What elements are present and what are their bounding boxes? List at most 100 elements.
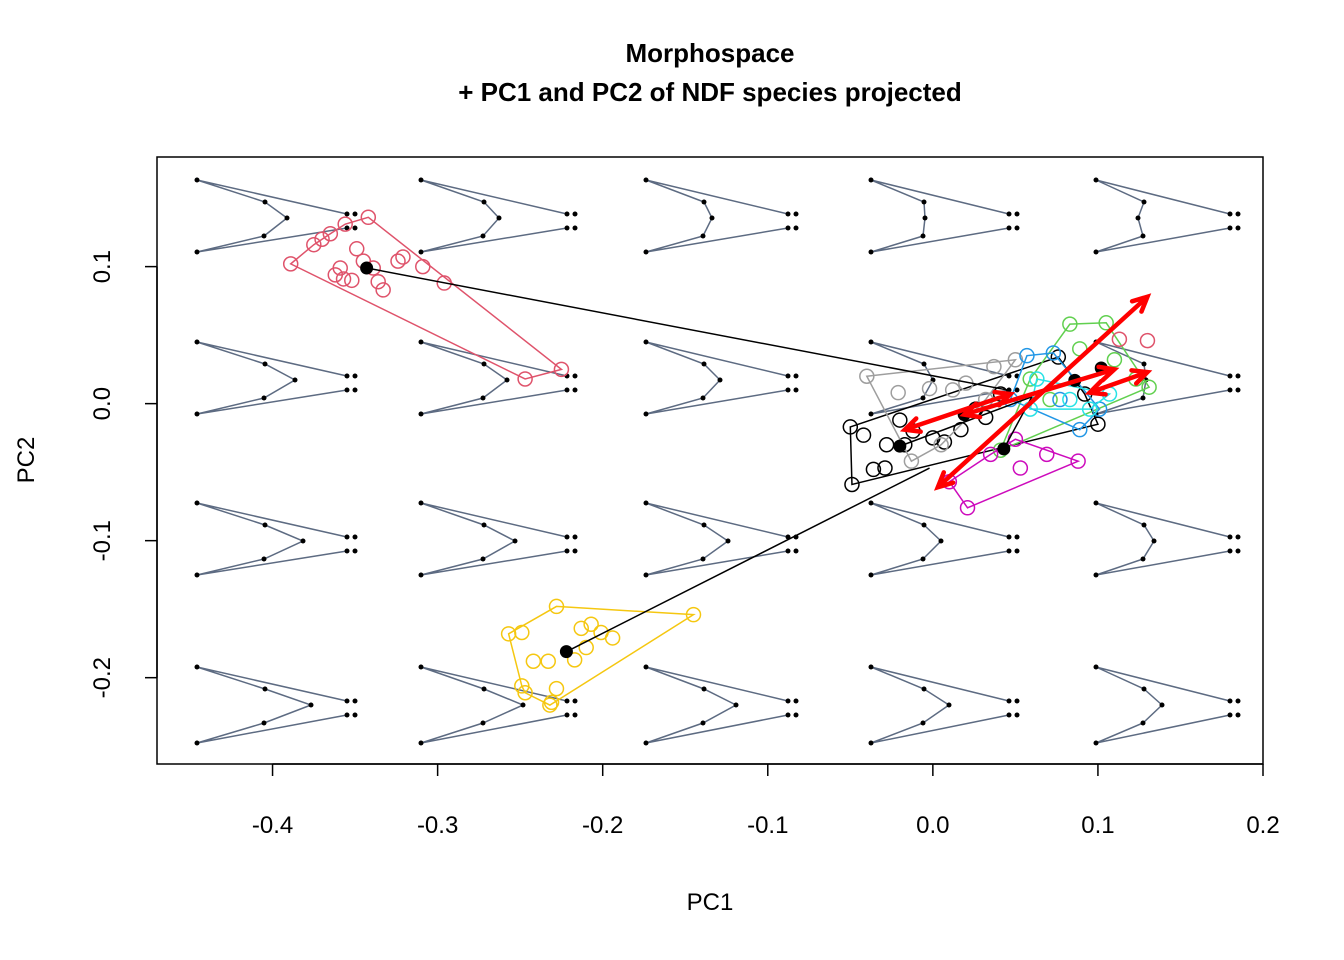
shape-glyphs [194, 177, 1241, 746]
point [517, 684, 533, 701]
shape-landmark [785, 211, 791, 217]
shape-landmark [868, 740, 874, 746]
shape-landmark [793, 387, 799, 393]
shape-outline [196, 502, 348, 576]
shape-landmark [785, 548, 791, 554]
point [986, 358, 1002, 375]
point [903, 453, 920, 469]
x-tick-label: -0.2 [582, 812, 623, 839]
group-mean [559, 645, 573, 659]
shape-outline [870, 179, 1010, 253]
point [525, 653, 542, 669]
shape-landmark [481, 686, 487, 692]
shape-landmark [938, 538, 944, 544]
shape-landmark [572, 712, 578, 718]
shape-landmark [793, 712, 799, 718]
group-mean [360, 261, 374, 275]
group-mean [997, 442, 1011, 456]
shape-landmark [194, 740, 200, 746]
x-tick-label: 0.2 [1246, 812, 1279, 839]
point [877, 460, 893, 476]
shape-landmark [418, 740, 424, 746]
shape-landmark [1140, 233, 1146, 239]
shape-landmark [785, 225, 791, 231]
shape-landmark [1014, 387, 1020, 393]
point [1029, 371, 1045, 387]
shape-landmark [1135, 215, 1141, 221]
shape-landmark [1093, 249, 1099, 255]
shape-landmark [946, 702, 952, 708]
link-line [566, 467, 930, 653]
shape-landmark [352, 712, 358, 718]
shape-landmark [1235, 225, 1241, 231]
point [1072, 421, 1088, 438]
shape-landmark [1227, 548, 1233, 554]
shape-landmark [785, 387, 791, 393]
point [1050, 349, 1067, 365]
point [542, 697, 558, 713]
shape-landmark [480, 395, 486, 401]
point [348, 241, 365, 257]
shape-landmark [701, 361, 707, 367]
plot-frame [156, 156, 1264, 765]
point [1042, 391, 1058, 408]
shape-landmark [564, 225, 570, 231]
shape-landmark [352, 534, 358, 540]
shape-landmark [709, 215, 715, 221]
shape-landmark [1141, 686, 1147, 692]
shape-landmark [1093, 500, 1099, 506]
shape-landmark [564, 712, 570, 718]
shape-landmark [1151, 538, 1157, 544]
shape-landmark [261, 556, 267, 562]
point [933, 436, 949, 453]
group-hull [1029, 378, 1112, 410]
shape-landmark [1235, 387, 1241, 393]
shape-landmark [1141, 522, 1147, 528]
shape-landmark [194, 572, 200, 578]
point [892, 412, 908, 428]
point [1045, 345, 1062, 361]
shape-landmark [921, 199, 927, 205]
point [936, 434, 953, 450]
shape-landmark [262, 361, 268, 367]
x-tick-label: 0.0 [916, 812, 949, 839]
shape-landmark [921, 522, 927, 528]
point [982, 446, 999, 463]
shape-landmark [262, 199, 268, 205]
x-tick-label: 0.1 [1081, 812, 1114, 839]
shape-outline [645, 502, 789, 576]
shape-landmark [194, 177, 200, 183]
shape-landmark [572, 698, 578, 704]
point [1090, 416, 1106, 432]
point [517, 371, 533, 387]
shape-landmark [700, 720, 706, 726]
point [375, 282, 391, 298]
shape-landmark [344, 712, 350, 718]
shape-landmark [793, 373, 799, 379]
shape-landmark [643, 740, 649, 746]
group-hull [999, 322, 1151, 452]
point [1062, 316, 1078, 332]
shape-landmark [921, 686, 927, 692]
shape-outline [420, 179, 568, 253]
shape-landmark [344, 698, 350, 704]
shape-landmark [308, 702, 314, 708]
shape-landmark [868, 339, 874, 345]
point [685, 606, 702, 623]
shape-landmark [1140, 395, 1146, 401]
point [890, 384, 906, 401]
shape-outline [196, 666, 348, 744]
y-tick-label: -0.1 [89, 520, 116, 561]
shape-landmark [1006, 712, 1012, 718]
point [306, 236, 322, 253]
shape-outline [196, 341, 348, 415]
shape-landmark [572, 373, 578, 379]
shape-landmark [643, 411, 649, 417]
link-line [899, 396, 1033, 447]
shape-landmark [564, 698, 570, 704]
x-tick-label: -0.1 [747, 812, 788, 839]
shape-landmark [868, 664, 874, 670]
point [583, 616, 599, 632]
shape-landmark [1014, 548, 1020, 554]
